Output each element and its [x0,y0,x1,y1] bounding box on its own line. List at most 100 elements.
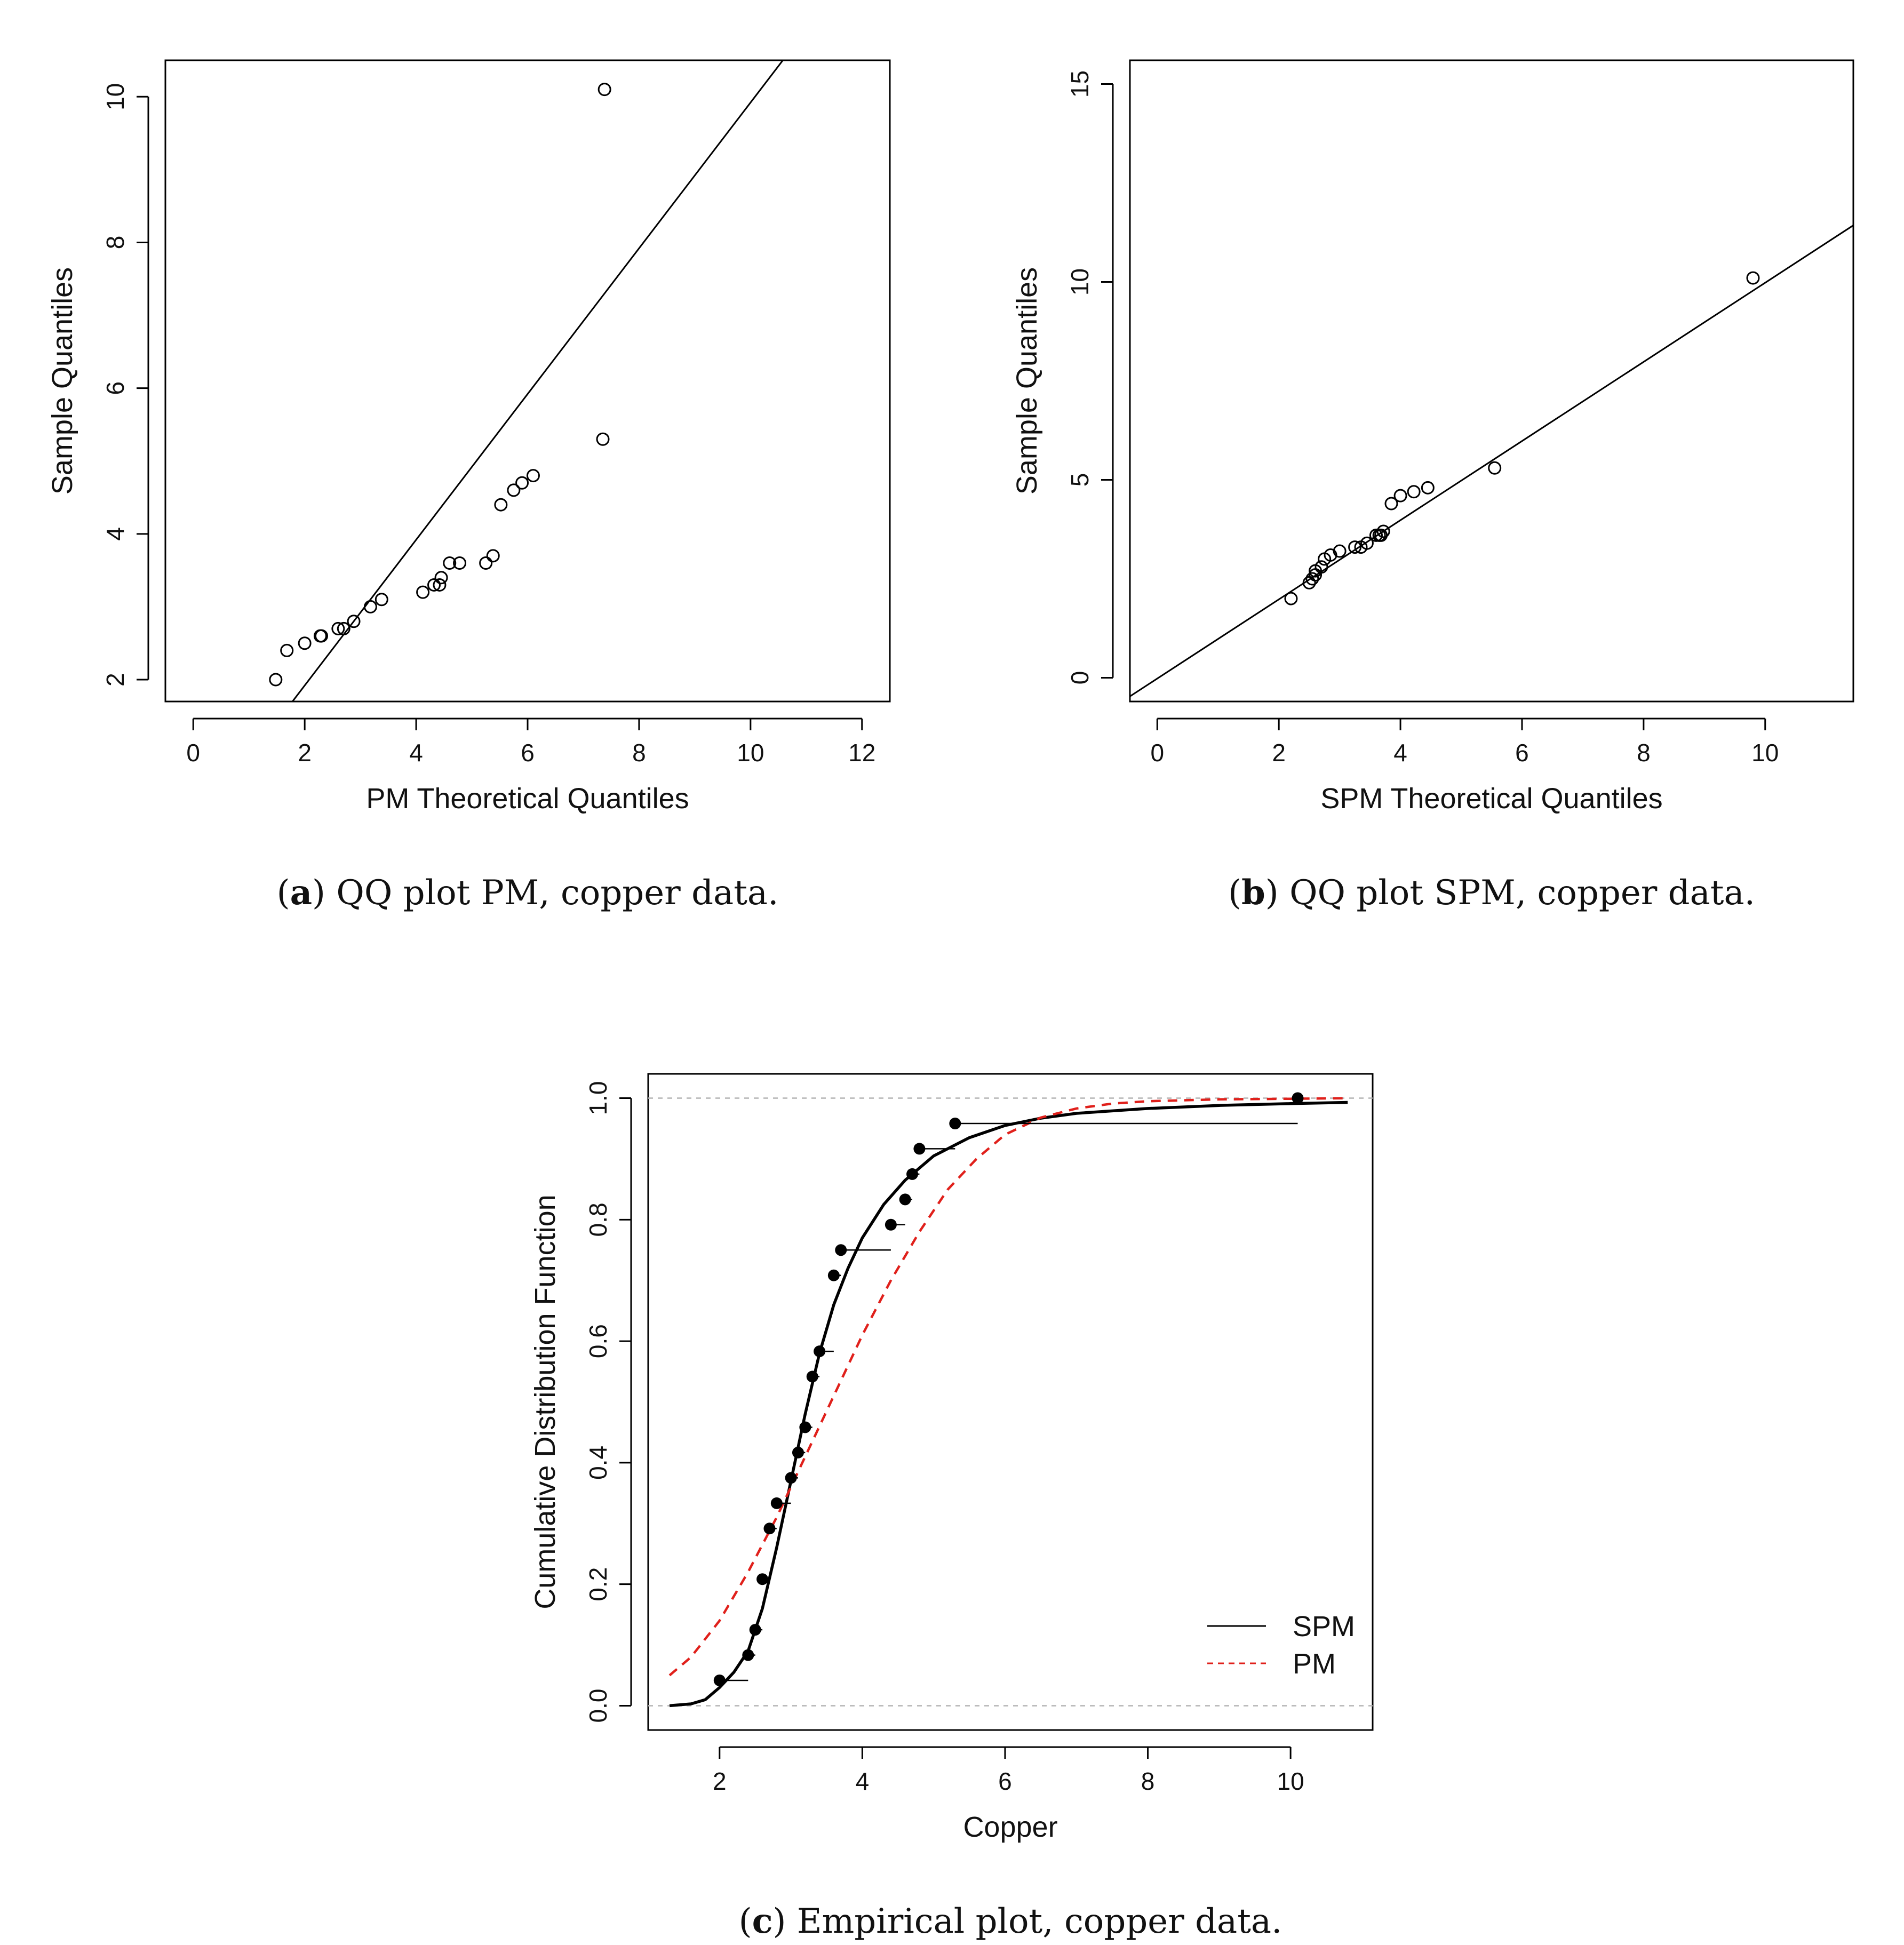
x-tick-label: 10 [737,739,764,767]
panel-a-caption-text: QQ plot PM, copper data. [336,873,778,913]
series-line-spm [669,1101,1348,1708]
ecdf-point [756,1573,769,1585]
qq-point [1348,540,1362,554]
x-tick-label: 6 [998,1767,1012,1795]
panel-c-x-axis: 2 4 6 8 10 [713,1746,1304,1795]
x-tick-label: 8 [1637,739,1651,767]
x-tick-label: 8 [632,739,646,767]
x-tick-label: 4 [409,739,423,767]
y-tick-label: 8 [101,236,129,250]
qq-point [443,556,457,570]
panel-a-y-label: Sample Quantiles [46,267,78,495]
ecdf-point [835,1244,847,1256]
qq-point [434,571,448,585]
ecdf-point [814,1345,826,1358]
x-tick-label: 4 [856,1767,870,1795]
panel-b-caption-letter: b [1241,873,1265,913]
ecdf-point [806,1370,818,1383]
panel-a-caption-letter: a [290,873,312,913]
qq-point [1407,485,1421,499]
qq-point [507,483,521,497]
qq-point [1333,544,1347,558]
y-tick-label: 0 [1066,671,1094,685]
ecdf-point [713,1674,726,1686]
panel-a-x-label: PM Theoretical Quantiles [366,783,689,815]
qq-point [331,621,345,635]
x-tick-label: 6 [521,739,535,767]
panel-b-x-axis: 0 2 4 6 8 10 [1150,718,1779,767]
qq-point [453,556,467,570]
ecdf-point [899,1193,911,1206]
panel-c-legend: SPM PM [1207,1611,1355,1680]
panel-a-caption: (a) QQ plot PM, copper data. [277,873,779,913]
panel-b-y-label: Sample Quantiles [1011,267,1043,495]
panel-b-qq-spm: 0 2 4 6 8 10 0 5 10 15 SPM Theoretical Quantiles… [1011,59,1854,913]
y-tick-label: 0.2 [584,1567,612,1601]
panel-a-plot-frame [164,59,891,703]
x-tick-label: 10 [1277,1767,1304,1795]
qq-point [269,673,283,687]
qq-reference-line [291,60,784,702]
panel-b-plot-area [1130,225,1853,697]
series-line-pm [668,1097,1348,1677]
qq-point [1393,489,1407,503]
y-tick-label: 0.6 [584,1324,612,1358]
legend-label-spm: SPM [1293,1611,1355,1643]
qq-point [280,643,294,657]
qq-point [1305,572,1319,586]
panel-c-caption-letter: c [752,1901,773,1941]
qq-point [416,585,430,599]
panel-b-plot-frame [1129,59,1854,703]
panel-a-plot-area [269,60,784,702]
qq-point [494,498,508,512]
qq-point [1421,481,1435,495]
x-tick-label: 12 [848,739,875,767]
qq-point [1384,497,1398,511]
x-tick-label: 4 [1393,739,1407,767]
qq-point [526,469,540,483]
ecdf-point [949,1118,961,1130]
y-tick-label: 0.0 [584,1688,612,1723]
x-tick-label: 8 [1141,1767,1155,1795]
ecdf-point [749,1624,761,1636]
panel-c-y-label: Cumulative Distribution Function [529,1194,561,1609]
y-tick-label: 0.8 [584,1202,612,1237]
qq-point [427,578,441,592]
x-tick-label: 2 [1272,739,1286,767]
y-tick-label: 10 [1066,268,1094,296]
qq-point [314,629,328,643]
x-tick-label: 0 [186,739,200,767]
y-tick-label: 15 [1066,70,1094,98]
qq-point [375,593,388,607]
qq-point [1315,560,1328,574]
panel-b-caption: (b) QQ plot SPM, copper data. [1228,873,1755,913]
y-tick-label: 5 [1066,473,1094,487]
panel-c-plot-frame [647,1073,1374,1731]
x-tick-label: 0 [1150,739,1164,767]
qq-point [337,621,350,635]
y-tick-label: 6 [101,381,129,395]
ecdf-point [827,1269,840,1281]
y-tick-label: 4 [101,527,129,541]
qq-point [347,615,361,628]
qq-point [1376,524,1390,538]
panel-c-empirical-cdf: 2 4 6 8 10 0.00.20.40.60.81.0 SPM PM Copper … [529,1073,1374,1941]
panel-b-caption-text: QQ plot SPM, copper data. [1289,873,1755,913]
panel-c-caption-text: Empirical plot, copper data. [797,1902,1282,1941]
y-tick-label: 1.0 [584,1081,612,1115]
ecdf-point [792,1446,804,1458]
panel-c-caption: (c) Empirical plot, copper data. [739,1901,1282,1941]
qq-point [1746,271,1760,285]
qq-point [433,578,447,592]
x-tick-label: 2 [713,1767,727,1795]
panel-a-x-axis: 0 2 4 6 8 10 12 [186,718,875,767]
qq-point [1488,461,1502,475]
panel-c-x-label: Copper [963,1811,1057,1843]
qq-point [1284,592,1298,605]
y-tick-label: 10 [101,83,129,110]
ecdf-point [763,1522,776,1535]
x-tick-label: 2 [298,739,312,767]
qq-reference-line [1130,225,1853,697]
panel-c-plot-area [648,1092,1373,1708]
